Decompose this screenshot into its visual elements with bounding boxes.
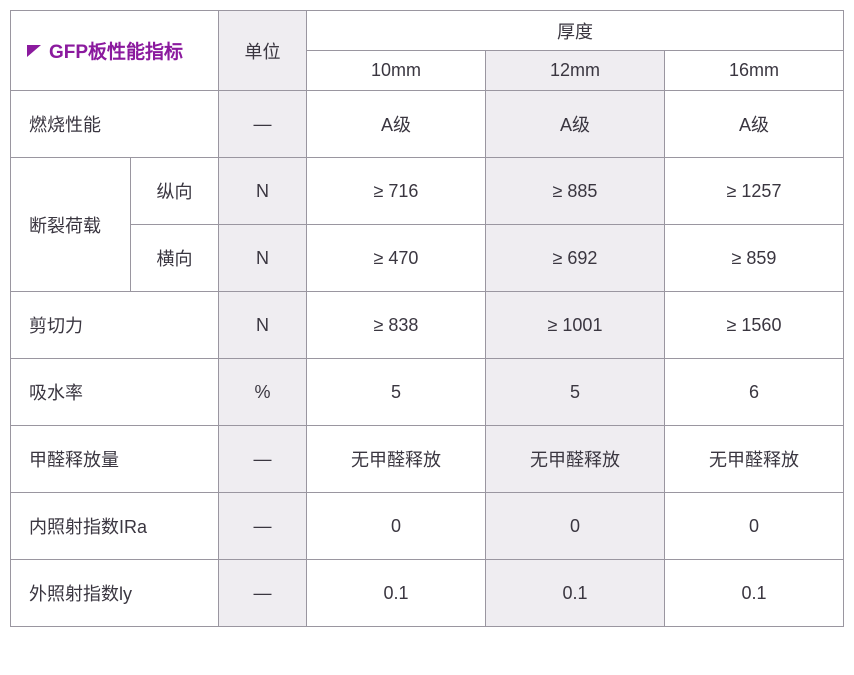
row-label: 剪切力 — [11, 292, 219, 359]
table-row: 燃烧性能 — A级 A级 A级 — [11, 91, 844, 158]
spec-table: GFP板性能指标 单位 厚度 10mm 12mm 16mm 燃烧性能 — A级 … — [10, 10, 844, 627]
row-unit: % — [219, 359, 307, 426]
cell: 无甲醛释放 — [486, 426, 665, 493]
cell: ≥ 838 — [307, 292, 486, 359]
table-row: 横向 N ≥ 470 ≥ 692 ≥ 859 — [11, 225, 844, 292]
table-row: 甲醛释放量 — 无甲醛释放 无甲醛释放 无甲醛释放 — [11, 426, 844, 493]
cell: 0 — [486, 493, 665, 560]
row-label: 吸水率 — [11, 359, 219, 426]
col-12mm: 12mm — [486, 51, 665, 91]
cell: 0 — [307, 493, 486, 560]
cell: 无甲醛释放 — [307, 426, 486, 493]
cell: A级 — [307, 91, 486, 158]
row-label: 断裂荷载 — [11, 158, 131, 292]
table-title-cell: GFP板性能指标 — [11, 11, 219, 91]
cell: ≥ 470 — [307, 225, 486, 292]
table-row: 外照射指数ly — 0.1 0.1 0.1 — [11, 560, 844, 627]
header-row-1: GFP板性能指标 单位 厚度 — [11, 11, 844, 51]
thickness-header: 厚度 — [307, 11, 844, 51]
unit-header: 单位 — [219, 11, 307, 91]
row-label: 甲醛释放量 — [11, 426, 219, 493]
row-sublabel: 横向 — [131, 225, 219, 292]
cell: 无甲醛释放 — [665, 426, 844, 493]
row-unit: N — [219, 158, 307, 225]
cell: 0 — [665, 493, 844, 560]
row-label: 外照射指数ly — [11, 560, 219, 627]
row-unit: N — [219, 225, 307, 292]
cell: 0.1 — [307, 560, 486, 627]
cell: 0.1 — [665, 560, 844, 627]
cell: ≥ 1560 — [665, 292, 844, 359]
row-label: 燃烧性能 — [11, 91, 219, 158]
cell: 5 — [486, 359, 665, 426]
cell: ≥ 1001 — [486, 292, 665, 359]
row-unit: — — [219, 426, 307, 493]
row-sublabel: 纵向 — [131, 158, 219, 225]
col-10mm: 10mm — [307, 51, 486, 91]
cell: 5 — [307, 359, 486, 426]
table-row: 吸水率 % 5 5 6 — [11, 359, 844, 426]
cell: 6 — [665, 359, 844, 426]
cell: ≥ 716 — [307, 158, 486, 225]
row-unit: — — [219, 493, 307, 560]
table-row: 内照射指数IRa — 0 0 0 — [11, 493, 844, 560]
cell: ≥ 692 — [486, 225, 665, 292]
cell: A级 — [486, 91, 665, 158]
row-unit: N — [219, 292, 307, 359]
cell: 0.1 — [486, 560, 665, 627]
row-unit: — — [219, 560, 307, 627]
cell: ≥ 885 — [486, 158, 665, 225]
cell: ≥ 1257 — [665, 158, 844, 225]
table-row: 剪切力 N ≥ 838 ≥ 1001 ≥ 1560 — [11, 292, 844, 359]
table-title: GFP板性能指标 — [49, 37, 183, 64]
row-label: 内照射指数IRa — [11, 493, 219, 560]
table-row: 断裂荷载 纵向 N ≥ 716 ≥ 885 ≥ 1257 — [11, 158, 844, 225]
triangle-icon — [27, 45, 41, 57]
row-unit: — — [219, 91, 307, 158]
col-16mm: 16mm — [665, 51, 844, 91]
cell: ≥ 859 — [665, 225, 844, 292]
cell: A级 — [665, 91, 844, 158]
